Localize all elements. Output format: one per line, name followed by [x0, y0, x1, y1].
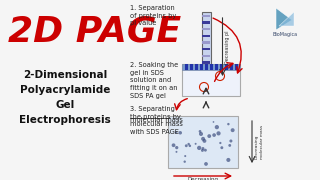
Text: 3. Separating
the proteins by
molecular mass
with SDS PAGE: 3. Separating the proteins by molecular …: [130, 106, 183, 135]
Circle shape: [201, 149, 204, 152]
Text: 1. Separation
of proteins by
pI value: 1. Separation of proteins by pI value: [130, 5, 176, 26]
Circle shape: [197, 146, 201, 150]
Bar: [202, 61, 210, 64]
Polygon shape: [279, 12, 294, 26]
Bar: [202, 41, 210, 44]
Bar: [220, 64, 222, 70]
Circle shape: [212, 133, 216, 137]
Circle shape: [227, 123, 230, 125]
Circle shape: [175, 151, 178, 153]
Text: 2-Dimensional: 2-Dimensional: [23, 70, 107, 80]
Circle shape: [179, 131, 182, 134]
Text: Decreasing
molecular mass: Decreasing molecular mass: [255, 125, 264, 159]
Bar: [202, 15, 210, 17]
Circle shape: [215, 125, 219, 129]
Text: 2. Soaking the
gel in SDS
solution and
fitting it on an
SDS PA gel: 2. Soaking the gel in SDS solution and f…: [130, 62, 178, 99]
Circle shape: [231, 128, 235, 132]
Bar: [202, 28, 210, 30]
Text: 2D PAGE: 2D PAGE: [8, 15, 181, 49]
Circle shape: [216, 131, 221, 136]
Circle shape: [203, 139, 206, 143]
Circle shape: [172, 143, 175, 147]
Bar: [202, 48, 210, 50]
Text: Decreasing pI: Decreasing pI: [226, 30, 230, 64]
Circle shape: [228, 144, 231, 147]
Circle shape: [204, 162, 208, 166]
Circle shape: [212, 121, 214, 123]
Text: Polyacrylamide: Polyacrylamide: [20, 85, 110, 95]
Bar: [202, 21, 210, 24]
Circle shape: [188, 145, 191, 147]
Circle shape: [226, 158, 230, 162]
Bar: [195, 64, 197, 70]
Circle shape: [188, 143, 190, 145]
Bar: [215, 64, 218, 70]
Text: Electrophoresis: Electrophoresis: [19, 115, 111, 125]
Circle shape: [199, 130, 201, 133]
Text: molecular mass: molecular mass: [130, 116, 183, 123]
Circle shape: [220, 146, 223, 149]
Bar: [202, 35, 210, 37]
Text: Decreasing: Decreasing: [188, 177, 219, 180]
Circle shape: [207, 134, 211, 138]
Circle shape: [175, 131, 177, 134]
Bar: [200, 64, 203, 70]
Circle shape: [202, 147, 204, 150]
Bar: [182, 64, 240, 96]
Bar: [230, 64, 233, 70]
Circle shape: [195, 143, 196, 145]
Circle shape: [185, 144, 188, 147]
Bar: [168, 116, 238, 168]
Bar: [235, 64, 237, 70]
Bar: [202, 68, 210, 70]
Bar: [202, 75, 210, 77]
Circle shape: [201, 137, 205, 141]
Bar: [185, 64, 188, 70]
Text: Gel: Gel: [55, 100, 75, 110]
Circle shape: [219, 142, 221, 144]
Text: BioMagica: BioMagica: [272, 32, 298, 37]
Circle shape: [184, 155, 186, 157]
Circle shape: [199, 132, 203, 136]
Circle shape: [183, 161, 186, 163]
Bar: [225, 64, 228, 70]
Bar: [202, 12, 211, 82]
Circle shape: [229, 140, 232, 143]
Bar: [190, 64, 193, 70]
Circle shape: [175, 146, 178, 149]
Bar: [182, 64, 240, 70]
Bar: [210, 64, 212, 70]
Polygon shape: [276, 8, 292, 30]
Circle shape: [204, 149, 207, 152]
Bar: [202, 55, 210, 57]
Bar: [205, 64, 207, 70]
